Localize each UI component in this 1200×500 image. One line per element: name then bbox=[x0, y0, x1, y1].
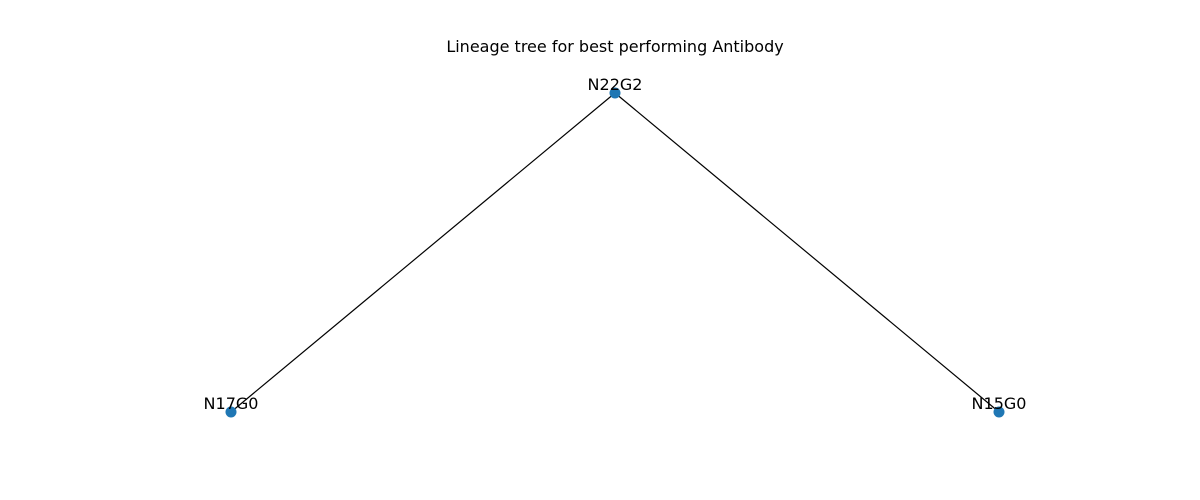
node-n15g0 bbox=[993, 406, 1005, 418]
tree-edges bbox=[230, 92, 1000, 413]
tree-nodes bbox=[225, 87, 1005, 418]
edge-n22g2-n15g0 bbox=[614, 92, 1000, 413]
node-label-n15g0: N15G0 bbox=[972, 394, 1027, 413]
figure-title: Lineage tree for best performing Antibod… bbox=[446, 37, 783, 56]
tree-node-labels: N22G2 N17G0 N15G0 bbox=[204, 75, 1027, 413]
node-n22g2 bbox=[609, 87, 621, 99]
node-n17g0 bbox=[225, 406, 237, 418]
node-label-n22g2: N22G2 bbox=[588, 75, 643, 94]
node-label-n17g0: N17G0 bbox=[204, 394, 259, 413]
edge-n22g2-n17g0 bbox=[230, 92, 616, 413]
